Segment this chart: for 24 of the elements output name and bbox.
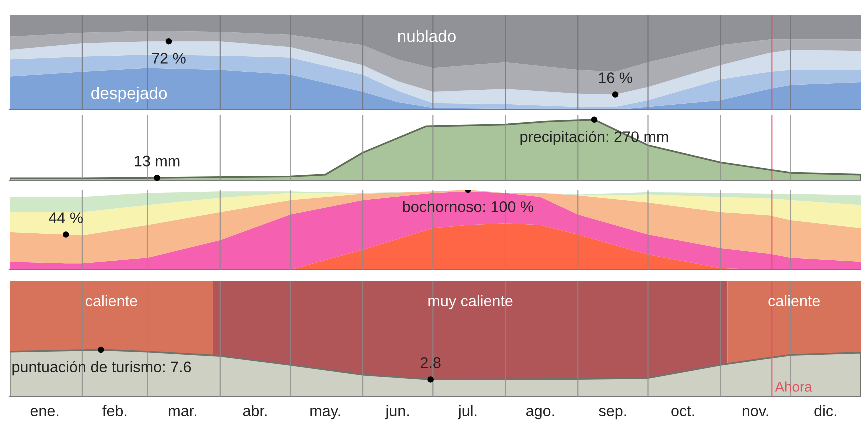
x-tick-label: abr. [243, 405, 267, 417]
x-tick-label: may. [310, 408, 340, 420]
x-tick-label: sep. [599, 408, 626, 420]
band-label: muy caliente [428, 295, 513, 310]
annotation: 13 mm [135, 156, 180, 167]
ref-line-label: Ahora [775, 382, 812, 392]
annotation: puntuación de turismo: 7.6 [12, 361, 192, 376]
band-label: caliente [86, 295, 138, 307]
annotation: nublado [398, 30, 456, 42]
annotation: 2.8 [420, 358, 441, 368]
x-tick-label: nov. [742, 408, 768, 417]
x-tick-label: mar. [169, 408, 196, 417]
annotation: bochornoso: 100 % [403, 201, 534, 212]
annotation: 72 % [152, 53, 186, 64]
x-tick-label: ene. [30, 408, 59, 417]
annotation: 16 % [599, 72, 632, 84]
x-tick-label: jun. [385, 405, 410, 420]
x-tick-label: jul. [458, 405, 477, 420]
x-tick-label: dic. [814, 405, 836, 417]
x-tick-label: oct. [672, 406, 694, 417]
annotation: 44 % [49, 212, 83, 224]
band-label: caliente [768, 295, 820, 307]
x-tick-label: feb. [102, 405, 127, 417]
x-tick-label: ago. [526, 408, 554, 420]
